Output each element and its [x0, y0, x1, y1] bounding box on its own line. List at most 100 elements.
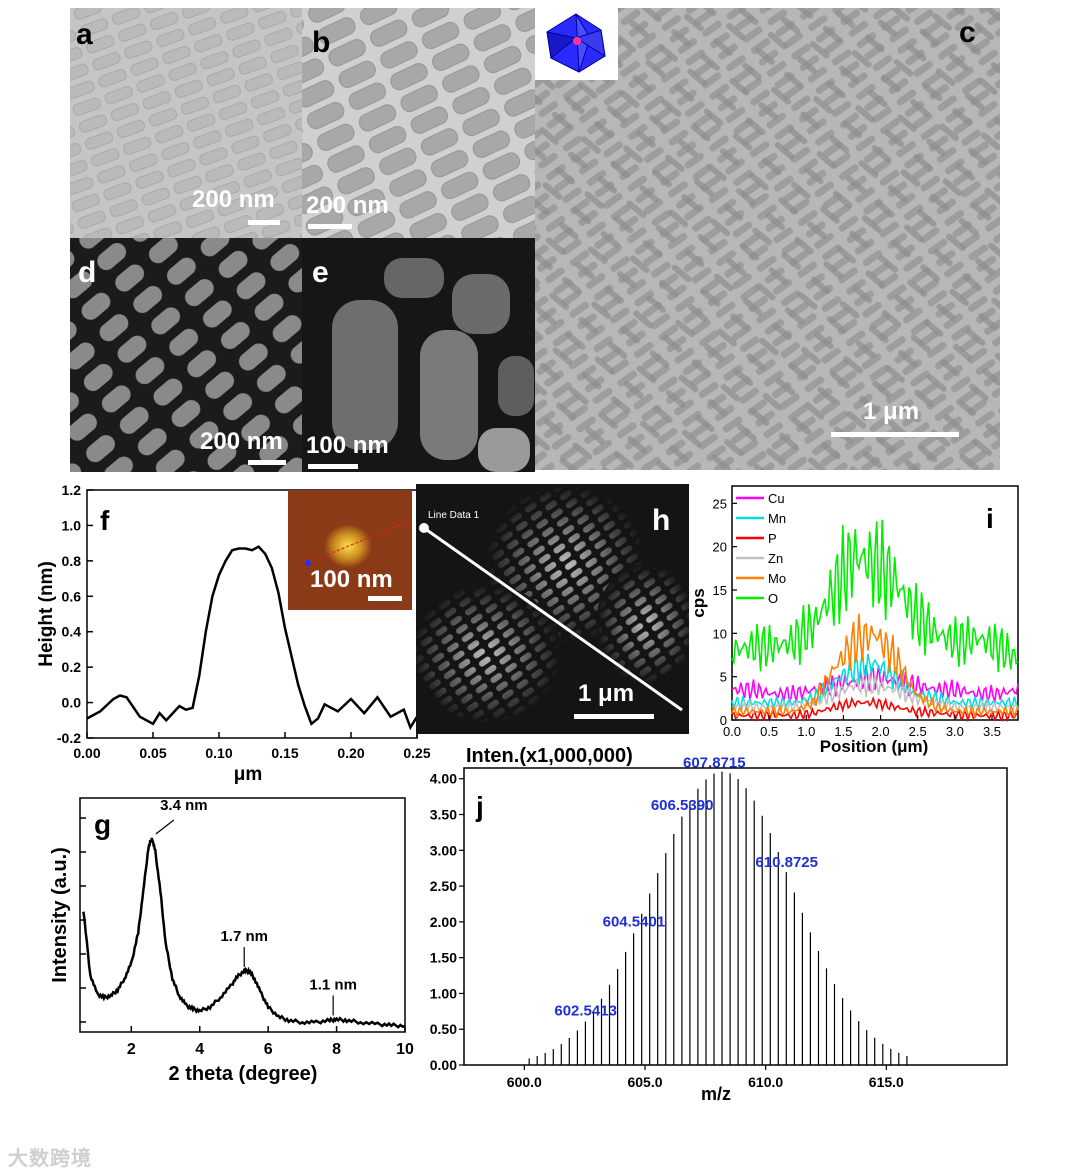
panel-j-ytick-label: 0.00 [430, 1057, 457, 1073]
panel-e-texture [332, 258, 534, 472]
watermark: 大数跨境 [8, 1148, 92, 1170]
panel-i-ytick-label: 25 [713, 496, 727, 511]
panel-g-xtick-label: 4 [195, 1041, 204, 1058]
panel-i-xtick-label: 0.0 [723, 724, 741, 739]
panel-j-xtick-label: 615.0 [869, 1074, 904, 1090]
panel-j-peak-label: 602.5413 [554, 1002, 617, 1019]
panel-g-xtick-label: 2 [127, 1041, 136, 1058]
panel-f-ytick-label: 1.0 [62, 517, 82, 533]
panel-f-label: f [100, 505, 110, 536]
panel-b-label: b [312, 26, 331, 59]
panel-j-frame [463, 767, 1008, 1066]
panel-j-xtick-label: 600.0 [507, 1074, 542, 1090]
panel-i-xtick-label: 3.5 [983, 724, 1001, 739]
panel-c-scale-text: 1 μm [863, 398, 920, 425]
panel-j-peak-label: 604.5401 [603, 914, 666, 931]
panel-j-xtick-label: 610.0 [748, 1074, 783, 1090]
panel-e-label: e [312, 256, 329, 289]
panel-b-scale-bar [308, 224, 352, 229]
panel-g-xtick-label: 10 [396, 1041, 414, 1058]
panel-c-tem-image: c 1 μm [535, 8, 1000, 470]
panel-g-frame [79, 797, 406, 1033]
panel-j-ytick-label: 0.50 [430, 1021, 457, 1037]
panel-j-ytick-label: 4.00 [430, 771, 457, 787]
panel-i-ylabel: cps [690, 588, 708, 617]
panel-g-intensity-line [82, 837, 406, 1029]
panel-a-label: a [76, 18, 93, 51]
panel-i-xtick-label: 3.0 [946, 724, 964, 739]
panel-g-chart: 2 4 6 8 10 3.4 nm 1.7 nm 1.1 nm g Intensity (a… [49, 797, 414, 1085]
panel-i-ytick-label: 0 [720, 713, 727, 728]
panel-j-ytick-label: 1.00 [430, 985, 457, 1001]
panel-i-series-cu [731, 665, 1019, 703]
panel-f-xtick-label: 0.00 [73, 745, 100, 761]
panel-i-xtick-label: 2.0 [872, 724, 890, 739]
panel-d-label: d [78, 256, 97, 289]
panel-f-xtick-label: 0.15 [271, 745, 298, 761]
panel-c-texture [535, 8, 1000, 470]
panel-g-xtick-label: 6 [264, 1041, 273, 1058]
panel-i-legend-label: Zn [768, 551, 783, 566]
panel-h-scale-text: 1 μm [578, 680, 635, 707]
panel-a-tem-image: a 200 nm [70, 8, 302, 238]
panel-f-ytick-label: 0.8 [62, 553, 82, 569]
panel-i-ytick-label: 15 [713, 583, 727, 598]
panel-a-scale-text: 200 nm [192, 186, 275, 213]
panel-g-label: g [94, 809, 111, 840]
panel-j-xtick-label: 605.0 [627, 1074, 662, 1090]
panel-f-ytick-label: 0.4 [62, 624, 82, 640]
panel-b-texture [302, 8, 535, 238]
panel-j-ytick-label: 3.00 [430, 842, 457, 858]
panel-h-label: h [652, 504, 671, 537]
panel-j-ytick-label: 1.50 [430, 950, 457, 966]
panel-i-legend-label: P [768, 531, 777, 546]
panel-d-texture [70, 238, 302, 472]
panel-f-xtick-label: 0.25 [403, 745, 430, 761]
panel-j-ytick-label: 2.00 [430, 914, 457, 930]
panel-b-scale-text: 200 nm [306, 192, 389, 219]
panel-i-xtick-label: 2.5 [909, 724, 927, 739]
panel-a-scale-bar [248, 220, 280, 225]
panel-f-inset-scale-bar [368, 596, 402, 601]
panel-g-peak-annotation: 1.1 nm [309, 976, 357, 993]
panel-h-stem-image: Line Data 1 h 1 μm [416, 484, 689, 734]
panel-j-peak-label: 610.8725 [755, 854, 818, 871]
panel-i-ytick-label: 10 [713, 626, 727, 641]
panel-a-texture [70, 8, 302, 238]
panel-e-scale-bar [308, 464, 358, 469]
panel-j-peak-label: 607.8715 [683, 754, 746, 771]
panel-i-chart: 0 5 10 15 20 25 0.0 0.5 1.0 1.5 2.0 2.5 3.0 3.5 Cu Mn… [690, 485, 1019, 756]
panel-f-chart: -0.2 0.0 0.2 0.4 0.6 0.8 1.0 1.2 0.00 0.05 0.10 0.… [36, 482, 430, 785]
panel-f-ylabel: Height (nm) [36, 561, 57, 667]
panel-j-peak-label: 606.5390 [651, 797, 714, 814]
panel-j-ytick-label: 2.50 [430, 878, 457, 894]
panel-i-ytick-label: 20 [713, 540, 727, 555]
panel-g-xtick-label: 8 [332, 1041, 341, 1058]
panel-e-scale-text: 100 nm [306, 432, 389, 459]
panel-f-xlabel: μm [234, 764, 263, 785]
panel-g-xlabel: 2 theta (degree) [169, 1063, 318, 1085]
panel-d-haadf-image: d 200 nm [70, 238, 302, 472]
panel-g-ylabel: Intensity (a.u.) [49, 847, 71, 983]
panel-j-label: j [475, 791, 484, 822]
panel-d-scale-text: 200 nm [200, 428, 283, 455]
panel-f-height-line [86, 545, 419, 731]
panel-f-xtick-label: 0.05 [139, 745, 166, 761]
panel-i-series-mo [731, 613, 1019, 720]
panel-d-scale-bar [248, 460, 286, 465]
panel-i-xlabel: Position (μm) [820, 737, 929, 756]
panel-f-ytick-label: 0.2 [62, 659, 82, 675]
panel-f-ytick-label: 1.2 [62, 482, 82, 498]
panel-c-label: c [959, 16, 976, 49]
panel-g-peak-annotation: 3.4 nm [160, 797, 208, 814]
panel-i-series-o [731, 519, 1019, 673]
panel-f-ytick-label: 0.6 [62, 588, 82, 604]
panel-i-ytick-label: 5 [720, 670, 727, 685]
panel-f-inset-scale-text: 100 nm [310, 566, 393, 593]
panel-i-label: i [986, 503, 994, 534]
panel-i-legend-label: Cu [768, 491, 785, 506]
panel-i-legend-label: O [768, 591, 778, 606]
panel-j-xlabel: m/z [701, 1084, 731, 1104]
panel-f-ytick-label: -0.2 [57, 730, 81, 746]
polyhedron-structure-icon [535, 8, 618, 80]
